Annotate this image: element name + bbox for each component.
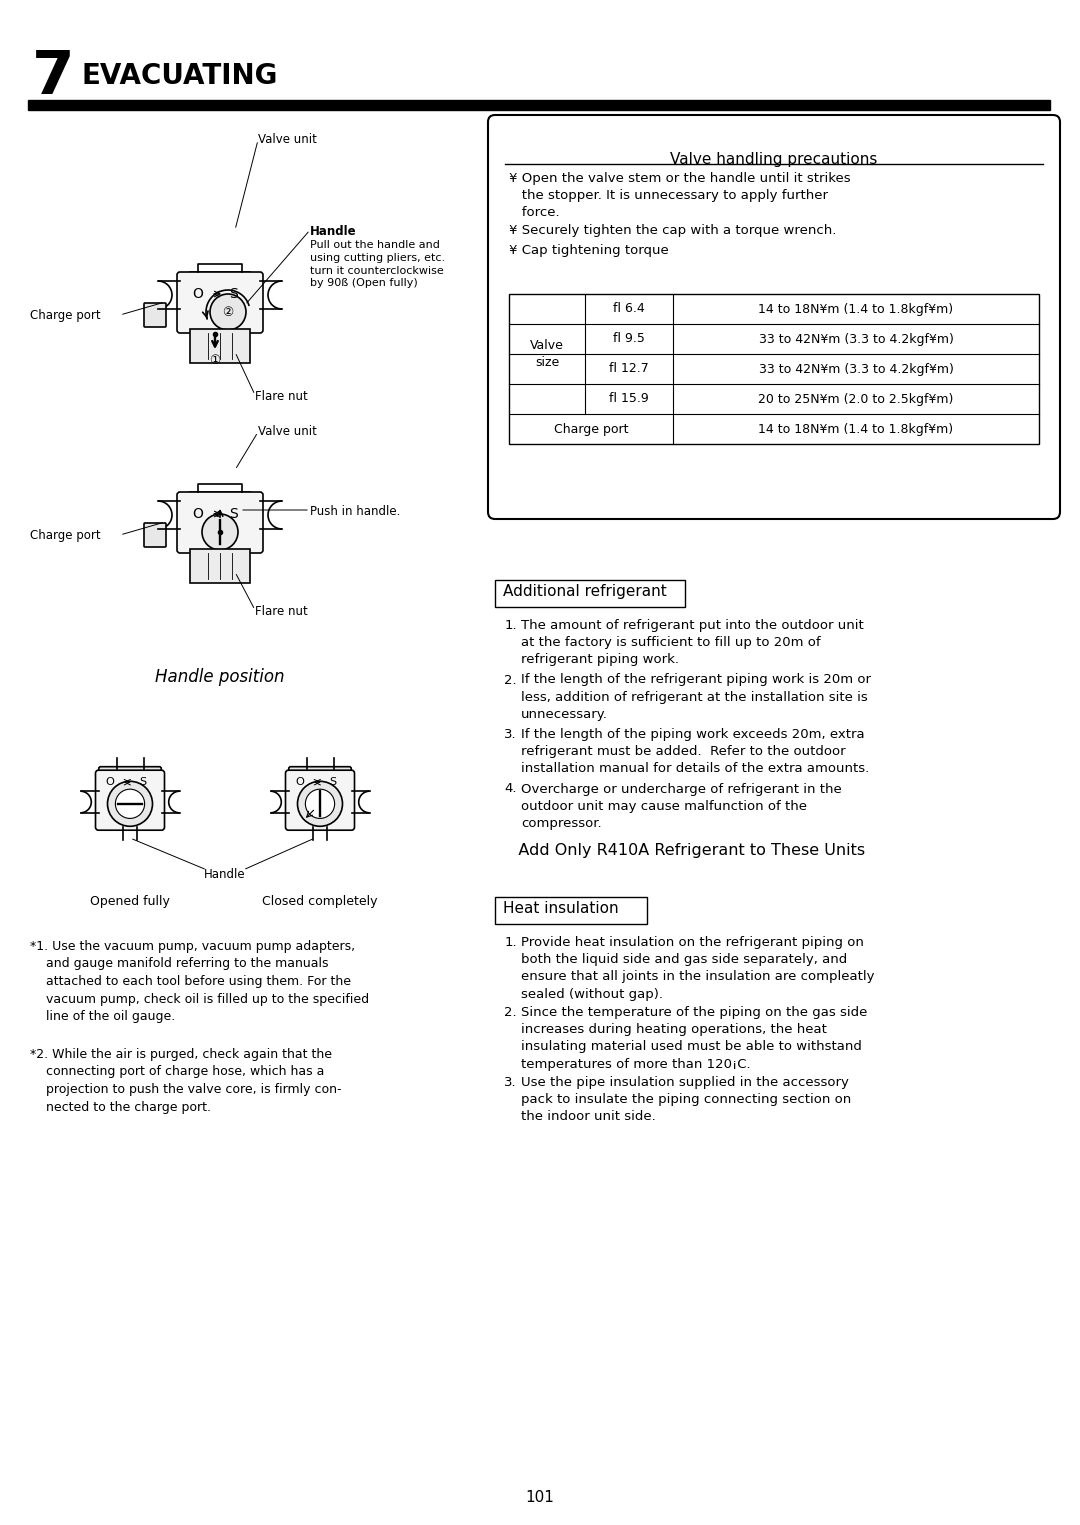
Text: 1.: 1.	[504, 936, 517, 949]
Text: Charge port: Charge port	[554, 422, 629, 436]
Text: 20 to 25N¥m (2.0 to 2.5kgf¥m): 20 to 25N¥m (2.0 to 2.5kgf¥m)	[758, 392, 954, 406]
Text: *1. Use the vacuum pump, vacuum pump adapters,
    and gauge manifold referring : *1. Use the vacuum pump, vacuum pump ada…	[30, 939, 369, 1023]
Text: Use the pipe insulation supplied in the accessory
pack to insulate the piping co: Use the pipe insulation supplied in the …	[521, 1077, 851, 1124]
Circle shape	[306, 788, 335, 819]
Text: Closed completely: Closed completely	[262, 895, 378, 907]
Circle shape	[116, 788, 145, 819]
Text: 1.: 1.	[504, 619, 517, 631]
Text: 14 to 18N¥m (1.4 to 1.8kgf¥m): 14 to 18N¥m (1.4 to 1.8kgf¥m)	[758, 422, 954, 436]
FancyBboxPatch shape	[190, 329, 249, 363]
Text: Charge port: Charge port	[30, 529, 100, 541]
FancyBboxPatch shape	[288, 767, 351, 781]
Text: ②: ②	[222, 305, 233, 319]
Text: Since the temperature of the piping on the gas side
increases during heating ope: Since the temperature of the piping on t…	[521, 1006, 867, 1071]
FancyBboxPatch shape	[190, 493, 249, 520]
Text: Valve unit: Valve unit	[258, 133, 316, 146]
Text: The amount of refrigerant put into the outdoor unit
at the factory is sufficient: The amount of refrigerant put into the o…	[521, 619, 864, 666]
Text: Handle: Handle	[204, 868, 246, 881]
Text: 3.: 3.	[504, 1077, 517, 1089]
Text: Valve unit: Valve unit	[258, 425, 316, 438]
Text: O: O	[192, 506, 203, 522]
FancyBboxPatch shape	[190, 271, 249, 300]
Text: S: S	[329, 778, 336, 787]
FancyBboxPatch shape	[95, 770, 164, 830]
FancyBboxPatch shape	[98, 767, 161, 781]
Text: *2. While the air is purged, check again that the
    connecting port of charge : *2. While the air is purged, check again…	[30, 1048, 341, 1113]
FancyBboxPatch shape	[144, 303, 166, 326]
Text: Charge port: Charge port	[30, 308, 100, 322]
Text: Pull out the handle and
using cutting pliers, etc.
turn it counterclockwise
by 9: Pull out the handle and using cutting pl…	[310, 239, 445, 288]
Text: fl 6.4: fl 6.4	[613, 302, 645, 316]
Text: ¥ Securely tighten the cap with a torque wrench.: ¥ Securely tighten the cap with a torque…	[509, 224, 836, 236]
Text: Flare nut: Flare nut	[255, 605, 308, 618]
Circle shape	[108, 781, 152, 827]
Text: O: O	[192, 287, 203, 300]
FancyBboxPatch shape	[144, 523, 166, 547]
Text: Valve handling precautions: Valve handling precautions	[671, 152, 878, 168]
Bar	[509, 294, 1039, 444]
Text: 7: 7	[32, 47, 75, 107]
FancyBboxPatch shape	[177, 271, 264, 332]
Text: O: O	[106, 778, 114, 787]
Text: fl 9.5: fl 9.5	[613, 332, 645, 346]
Text: If the length of the refrigerant piping work is 20m or
less, addition of refrige: If the length of the refrigerant piping …	[521, 674, 870, 721]
Text: fl 12.7: fl 12.7	[609, 363, 649, 375]
Text: ①: ①	[210, 354, 220, 366]
Text: fl 15.9: fl 15.9	[609, 392, 649, 406]
Text: 4.: 4.	[504, 782, 517, 796]
Circle shape	[210, 294, 246, 329]
Text: 3.: 3.	[504, 727, 517, 741]
Circle shape	[202, 514, 238, 551]
Text: 33 to 42N¥m (3.3 to 4.2kgf¥m): 33 to 42N¥m (3.3 to 4.2kgf¥m)	[758, 332, 954, 346]
Text: Push in handle.: Push in handle.	[310, 505, 401, 518]
Text: Flare nut: Flare nut	[255, 390, 308, 403]
Text: Heat insulation: Heat insulation	[503, 901, 619, 917]
Text: S: S	[139, 778, 146, 787]
Bar	[28, 101, 1050, 110]
Text: S: S	[230, 287, 239, 300]
FancyBboxPatch shape	[177, 493, 264, 554]
FancyBboxPatch shape	[488, 114, 1059, 518]
Text: Handle: Handle	[310, 226, 356, 238]
Text: ¥ Open the valve stem or the handle until it strikes
   the stopper. It is unnec: ¥ Open the valve stem or the handle unti…	[509, 172, 851, 220]
Text: Valve
size: Valve size	[530, 339, 564, 369]
FancyBboxPatch shape	[190, 549, 249, 583]
Circle shape	[297, 781, 342, 827]
Text: 2.: 2.	[504, 1006, 517, 1019]
Text: Opened fully: Opened fully	[90, 895, 170, 907]
Text: Provide heat insulation on the refrigerant piping on
both the liquid side and ga: Provide heat insulation on the refrigera…	[521, 936, 875, 1000]
Text: If the length of the piping work exceeds 20m, extra
refrigerant must be added.  : If the length of the piping work exceeds…	[521, 727, 869, 775]
Text: Add Only R410A Refrigerant to These Units: Add Only R410A Refrigerant to These Unit…	[503, 843, 865, 859]
Text: S: S	[230, 506, 239, 522]
Text: 33 to 42N¥m (3.3 to 4.2kgf¥m): 33 to 42N¥m (3.3 to 4.2kgf¥m)	[758, 363, 954, 375]
Text: O: O	[296, 778, 305, 787]
Bar	[495, 580, 685, 607]
Text: 101: 101	[526, 1490, 554, 1505]
FancyBboxPatch shape	[285, 770, 354, 830]
Text: 2.: 2.	[504, 674, 517, 686]
Text: EVACUATING: EVACUATING	[82, 63, 279, 90]
Text: Overcharge or undercharge of refrigerant in the
outdoor unit may cause malfuncti: Overcharge or undercharge of refrigerant…	[521, 782, 841, 830]
Text: Additional refrigerant: Additional refrigerant	[503, 584, 666, 599]
Bar	[495, 897, 647, 924]
Text: ¥ Cap tightening torque: ¥ Cap tightening torque	[509, 244, 669, 258]
Text: 14 to 18N¥m (1.4 to 1.8kgf¥m): 14 to 18N¥m (1.4 to 1.8kgf¥m)	[758, 302, 954, 316]
Text: Handle position: Handle position	[156, 668, 285, 686]
